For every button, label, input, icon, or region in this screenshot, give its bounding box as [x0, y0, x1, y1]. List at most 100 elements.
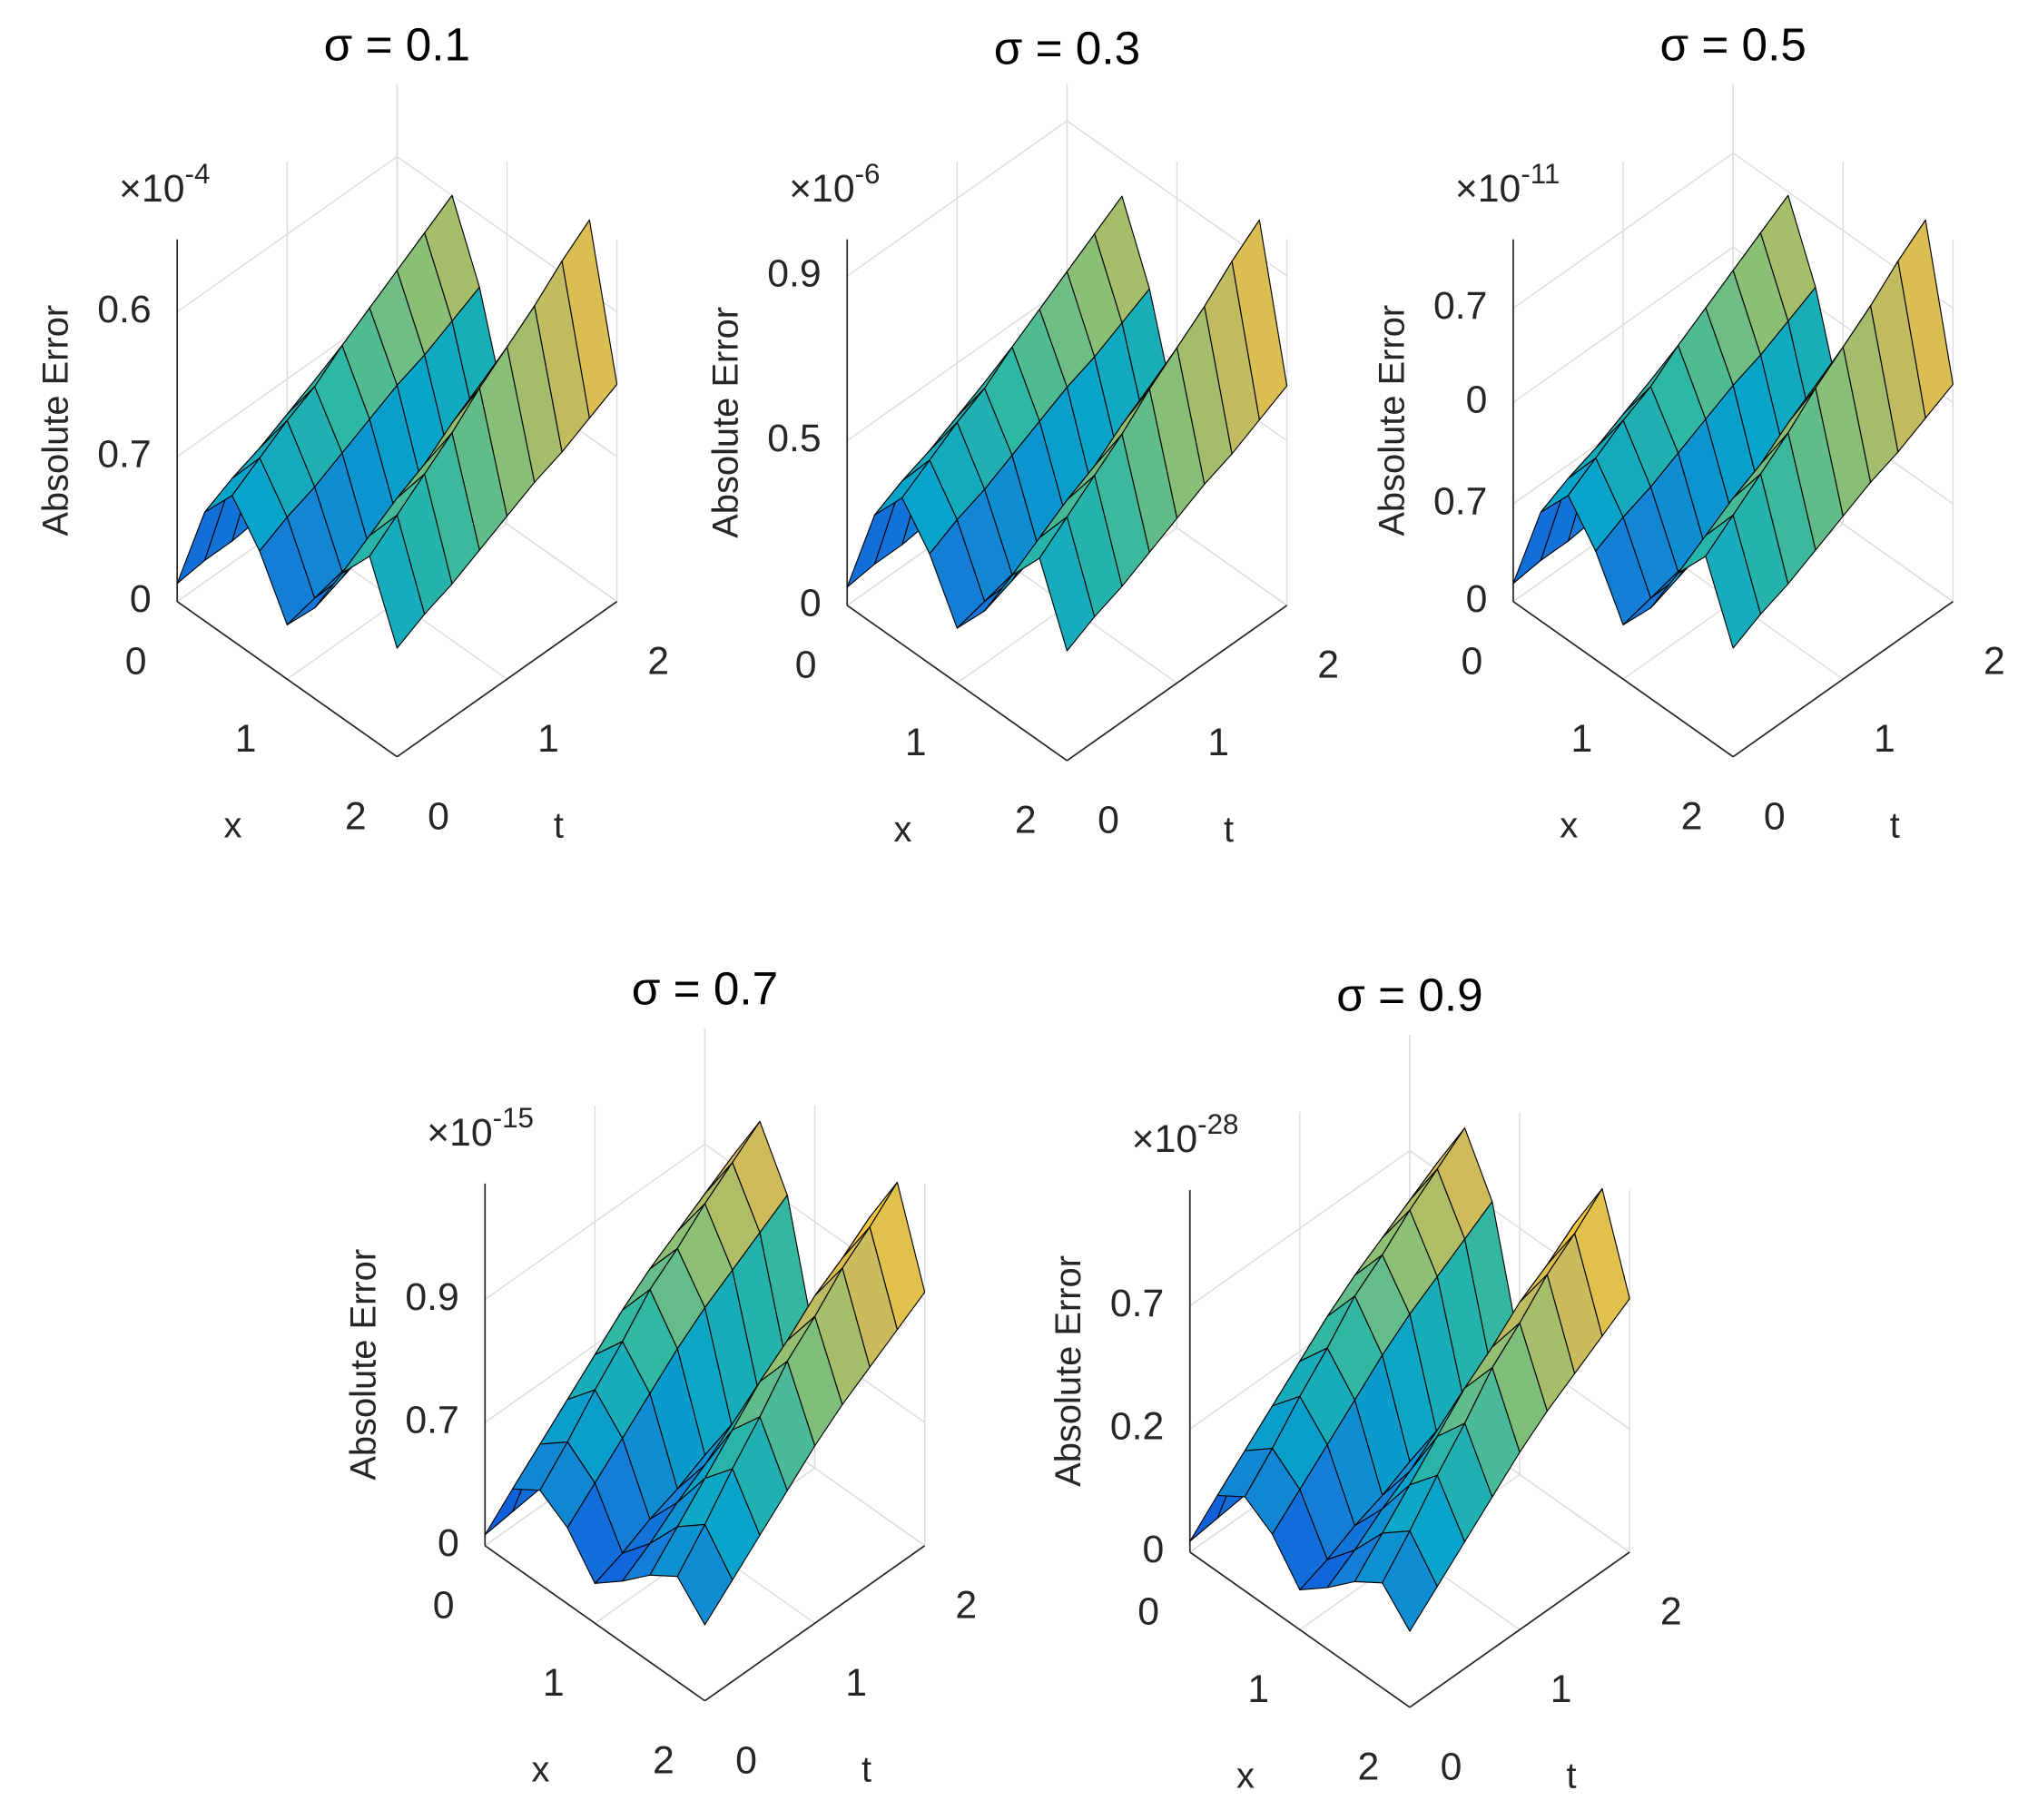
subplot: σ = 0.1 0 1 2 0 1 2 0 0.7 0.6 x t Absolute Error ×10-… — [36, 18, 669, 845]
t-axis — [1066, 605, 1288, 762]
wall-grid-line — [1512, 246, 1734, 403]
exponent-base: ×10 — [1132, 1118, 1198, 1162]
surface — [1189, 1126, 1630, 1632]
z-tick-label: 0 — [438, 1521, 459, 1565]
subplot-title: σ = 0.3 — [994, 23, 1140, 74]
z-tick-label: 0.7 — [97, 432, 151, 476]
t-axis — [1732, 600, 1954, 758]
z-tick-label: 0.7 — [405, 1398, 458, 1441]
t-tick-label: 0 — [1441, 1746, 1462, 1789]
t-axis-label: t — [1224, 810, 1234, 850]
x-tick-label: 2 — [1681, 794, 1703, 838]
exponent-base: ×10 — [789, 167, 855, 211]
x-tick-label: 1 — [905, 721, 927, 764]
t-tick-label: 2 — [955, 1583, 977, 1627]
wall-grid-line — [176, 156, 398, 313]
t-axis-label: t — [1567, 1756, 1577, 1796]
t-axis-label: t — [1890, 806, 1900, 846]
x-axis-label: x — [223, 806, 241, 846]
t-axis-label: t — [861, 1750, 871, 1790]
exponent-base: ×10 — [1455, 167, 1521, 211]
z-exponent: ×10-4 — [119, 158, 210, 211]
x-axis-label: x — [1236, 1756, 1255, 1796]
z-axis-label: Absolute Error — [706, 307, 746, 538]
z-tick-label: 0 — [1142, 1528, 1164, 1571]
surface-patch — [676, 1523, 733, 1626]
t-axis — [396, 600, 618, 758]
z-tick-label: 0.6 — [97, 288, 151, 331]
wall-grid-line — [1189, 1150, 1411, 1307]
x-axis — [846, 605, 1068, 762]
z-tick-label: 0 — [1466, 379, 1488, 422]
z-tick-label: 0 — [800, 581, 822, 625]
t-tick-label: 1 — [537, 717, 559, 761]
z-axis-label: Absolute Error — [344, 1249, 384, 1481]
z-exponent: ×10-15 — [427, 1102, 534, 1155]
surface-patch — [1382, 1530, 1438, 1632]
z-tick-label: 0.7 — [1110, 1282, 1164, 1325]
z-exponent: ×10-11 — [1455, 158, 1560, 211]
z-tick-label: 0 — [1466, 577, 1488, 621]
x-axis — [484, 1545, 705, 1702]
t-tick-label: 1 — [1551, 1668, 1572, 1711]
t-tick-label: 2 — [647, 639, 669, 683]
x-tick-label: 1 — [1247, 1668, 1269, 1711]
x-tick-label: 0 — [1461, 639, 1482, 683]
t-tick-label: 1 — [1207, 721, 1229, 764]
x-tick-label: 2 — [1357, 1746, 1379, 1789]
wall-grid-line — [484, 1143, 705, 1301]
z-tick-label: 0 — [130, 577, 152, 621]
t-axis-label: t — [554, 806, 564, 846]
exponent-power: -28 — [1197, 1108, 1238, 1140]
x-tick-label: 2 — [345, 794, 367, 838]
x-axis — [1512, 600, 1734, 758]
exponent-power: -4 — [185, 158, 211, 190]
wall-grid-line — [1512, 152, 1734, 310]
x-axis — [176, 600, 398, 758]
x-axis — [1189, 1551, 1411, 1708]
z-tick-label: 0.7 — [1433, 479, 1487, 523]
z-axis-label: Absolute Error — [36, 305, 76, 536]
x-tick-label: 2 — [653, 1738, 674, 1782]
t-tick-label: 1 — [845, 1661, 867, 1705]
x-axis-label: x — [532, 1750, 550, 1790]
t-tick-label: 0 — [1764, 794, 1786, 838]
subplot-title: σ = 0.1 — [324, 18, 470, 70]
exponent-base: ×10 — [119, 167, 184, 211]
subplot-title: σ = 0.5 — [1659, 18, 1806, 70]
t-tick-label: 2 — [1660, 1590, 1682, 1634]
subplot: σ = 0.3 0 1 2 0 1 2 0 0.5 0.9 x t Absolute Error ×10-… — [706, 23, 1339, 850]
surface — [484, 1120, 926, 1626]
z-tick-label: 0.9 — [767, 251, 821, 295]
z-tick-label: 0.9 — [405, 1275, 458, 1319]
z-axis-label: Absolute Error — [1048, 1255, 1088, 1487]
z-tick-label: 0.5 — [767, 417, 821, 460]
surface — [846, 195, 1288, 652]
x-tick-label: 0 — [795, 644, 817, 687]
x-axis-label: x — [1560, 806, 1578, 846]
t-tick-label: 0 — [1098, 799, 1119, 842]
t-tick-label: 0 — [735, 1738, 757, 1782]
x-tick-label: 1 — [235, 717, 257, 761]
t-tick-label: 0 — [428, 794, 449, 838]
surface-patch — [369, 514, 426, 649]
subplot: σ = 0.9 0 1 2 0 1 2 0 0.2 0.7 x t Absolute Error ×10-… — [1048, 969, 1681, 1796]
x-tick-label: 1 — [543, 1661, 565, 1705]
exponent-power: -11 — [1521, 158, 1560, 190]
x-tick-label: 1 — [1571, 717, 1593, 761]
x-tick-label: 0 — [1137, 1590, 1159, 1634]
t-tick-label: 2 — [1317, 644, 1339, 687]
z-tick-label: 0.2 — [1110, 1405, 1164, 1449]
t-tick-label: 1 — [1874, 717, 1895, 761]
exponent-power: -15 — [493, 1102, 534, 1134]
subplot-title: σ = 0.9 — [1336, 969, 1482, 1021]
z-tick-label: 0.7 — [1433, 284, 1487, 328]
subplot: σ = 0.5 0 1 2 0 1 2 0 0.7 0 0.7 x t Absolute Error ×10… — [1372, 18, 2004, 845]
surface — [176, 194, 618, 649]
subplot-title: σ = 0.7 — [632, 963, 778, 1015]
x-axis-label: x — [894, 810, 912, 850]
exponent-base: ×10 — [427, 1111, 492, 1155]
exponent-power: -6 — [855, 158, 881, 190]
